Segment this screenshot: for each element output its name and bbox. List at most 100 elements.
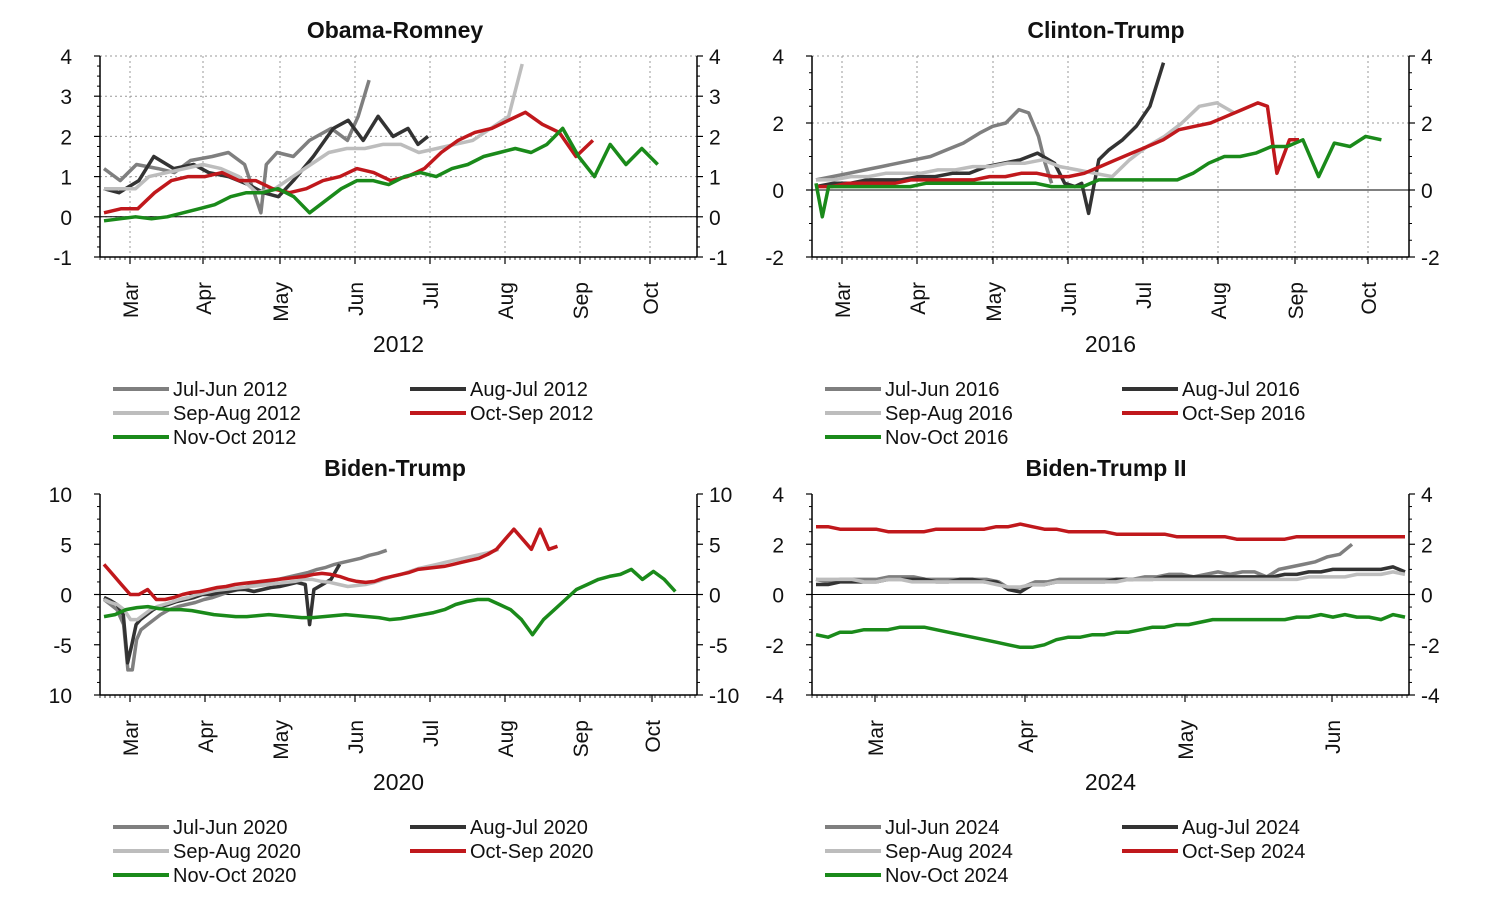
y-tick-label-left: 4 — [60, 46, 72, 69]
y-tick-label-left: 2 — [772, 534, 784, 557]
chart-title: Obama-Romney — [307, 17, 484, 43]
series-line — [102, 527, 559, 602]
legend: Jul-Jun 2024 Aug-Jul 2024 Sep-Aug 2024 Oct-… — [825, 817, 1305, 887]
x-tick-label: Jul — [420, 720, 443, 747]
y-tick-label-left: 4 — [772, 484, 784, 507]
legend-label: Aug-Jul 2020 — [470, 817, 588, 839]
x-tick-label: Aug — [495, 720, 518, 757]
x-axis-label: 2016 — [1085, 331, 1136, 357]
x-axis-label: 2020 — [373, 769, 424, 795]
series-line — [815, 107, 1054, 184]
x-tick-label: Apr — [1015, 720, 1038, 753]
y-tick-label-right: 2 — [709, 126, 721, 149]
legend-label: Sep-Aug 2016 — [885, 403, 1013, 425]
y-tick-label-right: -10 — [709, 685, 739, 708]
y-tick-label-right: 2 — [1421, 113, 1433, 136]
x-tick-label: Apr — [193, 282, 216, 315]
x-tick-label: Sep — [570, 720, 593, 757]
chart-panel-2: Clinton-Trump 4 4 2 2 0 0 -2 -2 Mar Apr May Jun Jul Au… — [765, 17, 1439, 449]
legend: Jul-Jun 2020 Aug-Jul 2020 Sep-Aug 2020 Oct-… — [113, 817, 593, 887]
y-tick-label-left: -5 — [53, 635, 72, 658]
y-tick-label-left: 2 — [772, 113, 784, 136]
chart-title: Biden-Trump II — [1026, 455, 1187, 481]
series-line — [814, 134, 1382, 219]
series-line — [103, 114, 430, 199]
x-tick-label: Jun — [1058, 282, 1081, 316]
x-axis-label: 2012 — [373, 331, 424, 357]
series-line — [816, 570, 1406, 589]
y-tick-label-left: 10 — [49, 484, 72, 507]
y-tick-label-right: 0 — [709, 585, 721, 608]
x-tick-label: Jun — [1322, 720, 1345, 754]
x-axis-label: 2024 — [1085, 769, 1136, 795]
legend-label: Jul-Jun 2020 — [173, 817, 288, 839]
y-tick-label-right: 5 — [709, 534, 721, 557]
legend-label: Jul-Jun 2016 — [885, 379, 1000, 401]
y-tick-label-right: -1 — [709, 247, 728, 270]
legend-label: Oct-Sep 2016 — [1182, 403, 1305, 425]
y-tick-label-left: -2 — [765, 247, 784, 270]
series-line — [816, 522, 1405, 541]
series-line — [816, 101, 1299, 189]
y-tick-label-right: 3 — [709, 86, 721, 109]
legend-label: Aug-Jul 2012 — [470, 379, 588, 401]
y-tick-label-right: 4 — [709, 46, 721, 69]
series-line — [102, 79, 371, 215]
y-tick-label-left: 4 — [772, 46, 784, 69]
x-tick-label: Mar — [120, 282, 143, 318]
series-line — [815, 62, 1166, 216]
x-tick-label: May — [1175, 720, 1198, 760]
y-tick-label-right: 0 — [709, 207, 721, 230]
legend-label: Nov-Oct 2020 — [173, 865, 296, 887]
x-tick-label: Jul — [1133, 282, 1156, 309]
y-tick-label-left: -2 — [765, 635, 784, 658]
x-tick-label: May — [270, 282, 293, 322]
legend: Jul-Jun 2012 Aug-Jul 2012 Sep-Aug 2012 Oct-… — [113, 379, 593, 449]
y-tick-label-right: 1 — [709, 167, 721, 190]
y-tick-label-right: 0 — [1421, 585, 1433, 608]
y-tick-label-right: 10 — [709, 484, 732, 507]
legend-label: Sep-Aug 2024 — [885, 841, 1013, 863]
y-tick-label-left: 0 — [60, 207, 72, 230]
series-line — [103, 110, 595, 215]
x-tick-label: Apr — [907, 282, 930, 315]
x-tick-label: May — [983, 282, 1006, 322]
y-tick-label-left: 5 — [60, 534, 72, 557]
y-tick-label-right: 4 — [1421, 46, 1433, 69]
x-tick-label: Mar — [832, 282, 855, 318]
series-line — [103, 563, 342, 665]
legend-label: Sep-Aug 2012 — [173, 403, 301, 425]
y-tick-label-left: 10 — [49, 685, 72, 708]
legend-label: Nov-Oct 2012 — [173, 427, 296, 449]
x-tick-label: Mar — [865, 720, 888, 756]
y-tick-label-left: 3 — [60, 86, 72, 109]
x-tick-label: Jun — [345, 720, 368, 754]
y-tick-label-right: -5 — [709, 635, 728, 658]
y-tick-label-left: -1 — [53, 247, 72, 270]
chart-panel-4: Biden-Trump II 4 4 2 2 0 0 -2 -2 -4 -4 Mar Apr May Jun… — [765, 455, 1440, 887]
chart-panel-1: Obama-Romney 4 4 3 3 2 2 1 1 0 0 -1 -1 Mar Apr May Jun Ju… — [53, 17, 727, 449]
y-tick-label-right: -4 — [1421, 685, 1440, 708]
series-line — [815, 612, 1406, 650]
legend-label: Aug-Jul 2024 — [1182, 817, 1300, 839]
x-tick-label: Mar — [120, 720, 143, 756]
x-tick-label: Sep — [570, 282, 593, 319]
legend-label: Oct-Sep 2020 — [470, 841, 593, 863]
legend-label: Sep-Aug 2020 — [173, 841, 301, 863]
y-tick-label-left: 0 — [772, 180, 784, 203]
chart-title: Clinton-Trump — [1027, 17, 1184, 43]
y-tick-label-left: 1 — [60, 167, 72, 190]
series-line — [104, 63, 524, 195]
x-tick-label: Jul — [420, 282, 443, 309]
y-tick-label-left: 2 — [60, 126, 72, 149]
series-line — [103, 126, 659, 223]
y-tick-label-left: 0 — [772, 585, 784, 608]
y-tick-label-right: -2 — [1421, 247, 1440, 270]
legend-label: Jul-Jun 2012 — [173, 379, 288, 401]
legend-label: Oct-Sep 2024 — [1182, 841, 1305, 863]
x-tick-label: May — [270, 720, 293, 760]
y-tick-label-right: -2 — [1421, 635, 1440, 658]
series-line — [102, 548, 388, 672]
y-tick-label-left: 0 — [60, 585, 72, 608]
